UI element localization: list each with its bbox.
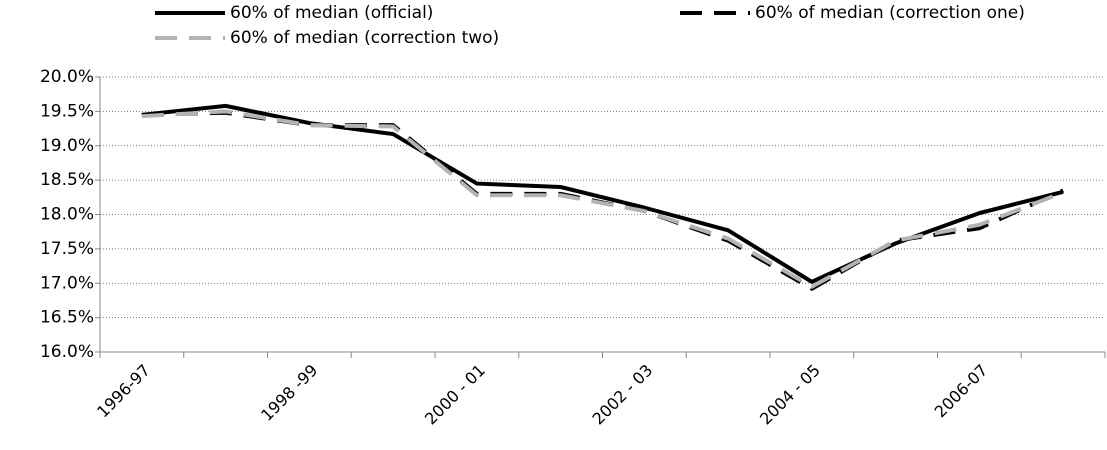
y-tick-label: 19.0% [40, 136, 94, 156]
x-tick-label: 2006-07 [931, 361, 992, 422]
y-tick-label: 18.0% [40, 205, 94, 225]
y-tick-label: 16.5% [40, 308, 94, 328]
y-tick-label: 19.5% [40, 101, 94, 121]
x-tick-label: 1996-97 [93, 361, 154, 422]
x-tick-label: 2004 - 05 [756, 361, 824, 429]
y-tick-label: 17.0% [40, 273, 94, 293]
legend-label: 60% of median (official) [230, 3, 433, 23]
legend-label: 60% of median (correction two) [230, 28, 499, 48]
legend-label: 60% of median (correction one) [755, 3, 1025, 23]
y-tick-label: 16.0% [40, 342, 94, 362]
y-tick-label: 18.5% [40, 170, 94, 190]
x-tick-label: 1998 -99 [257, 361, 321, 425]
x-tick-label: 2000 - 01 [421, 361, 489, 429]
series-line [141, 110, 1064, 291]
y-tick-label: 20.0% [40, 67, 94, 87]
series-line [141, 109, 1064, 289]
x-tick-label: 2002 - 03 [588, 361, 656, 429]
y-tick-label: 17.5% [40, 239, 94, 259]
series-line [141, 103, 1064, 284]
